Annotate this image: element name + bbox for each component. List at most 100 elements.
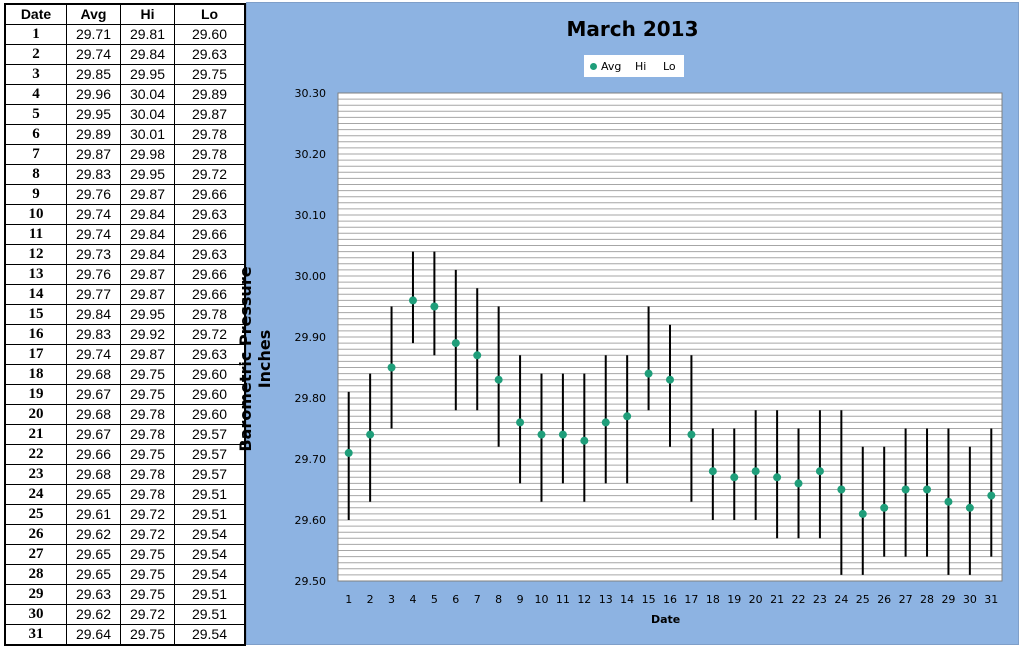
- cell-avg: 29.74: [66, 44, 121, 65]
- cell-date: 13: [4, 264, 67, 285]
- avg-point: [666, 375, 674, 384]
- cell-avg: 29.84: [66, 304, 121, 325]
- table-row: 3 29.85 29.95 29.75: [4, 64, 246, 85]
- table-row: 5 29.95 30.04 29.87: [4, 104, 246, 125]
- cell-avg: 29.68: [66, 364, 121, 385]
- avg-point: [516, 418, 525, 427]
- avg-point: [687, 430, 696, 439]
- table-row: 9 29.76 29.87 29.66: [4, 184, 246, 205]
- cell-avg: 29.65: [66, 564, 121, 585]
- cell-avg: 29.77: [66, 284, 121, 305]
- cell-avg: 29.85: [66, 64, 121, 85]
- cell-date: 7: [4, 144, 67, 165]
- avg-point: [923, 485, 932, 494]
- cell-hi: 29.75: [120, 544, 175, 565]
- cell-avg: 29.74: [66, 204, 121, 225]
- x-tick-label: 2: [367, 593, 374, 606]
- chart-plot: 29.50 29.60 29.70 29.80 29.90 30.00 30.10 30.20…: [295, 87, 1003, 606]
- cell-hi: 29.78: [120, 404, 175, 425]
- cell-lo: 29.66: [174, 264, 246, 285]
- x-tick-label: 8: [495, 593, 502, 606]
- y-tick-label: 29.80: [295, 392, 327, 405]
- cell-hi: 29.75: [120, 364, 175, 385]
- table-row: 1 29.71 29.81 29.60: [4, 24, 246, 45]
- x-tick-label: 28: [920, 593, 934, 606]
- x-tick-label: 4: [409, 593, 416, 606]
- cell-hi: 29.95: [120, 304, 175, 325]
- cell-date: 19: [4, 384, 67, 405]
- cell-avg: 29.95: [66, 104, 121, 125]
- cell-avg: 29.83: [66, 164, 121, 185]
- cell-hi: 29.72: [120, 524, 175, 545]
- table-row: 20 29.68 29.78 29.60: [4, 404, 246, 425]
- cell-lo: 29.57: [174, 464, 246, 485]
- avg-point: [537, 430, 546, 439]
- cell-avg: 29.62: [66, 524, 121, 545]
- y-tick-label: 30.30: [295, 87, 327, 100]
- avg-point: [858, 509, 867, 518]
- cell-avg: 29.67: [66, 384, 121, 405]
- cell-date: 8: [4, 164, 67, 185]
- plot-border: [337, 92, 1003, 582]
- y-tick-label: 29.90: [295, 331, 327, 344]
- cell-hi: 29.75: [120, 384, 175, 405]
- cell-lo: 29.63: [174, 44, 246, 65]
- cell-date: 26: [4, 524, 67, 545]
- avg-point: [451, 339, 460, 348]
- table-row: 19 29.67 29.75 29.60: [4, 384, 246, 405]
- cell-avg: 29.74: [66, 224, 121, 245]
- cell-hi: 29.75: [120, 444, 175, 465]
- cell-lo: 29.54: [174, 624, 246, 646]
- cell-avg: 29.83: [66, 324, 121, 345]
- y-tick-label: 30.00: [295, 270, 327, 283]
- avg-point: [558, 430, 567, 439]
- cell-lo: 29.78: [174, 304, 246, 325]
- cell-date: 25: [4, 504, 67, 525]
- x-tick-label: 11: [556, 593, 570, 606]
- cell-lo: 29.78: [174, 144, 246, 165]
- table-row: 12 29.73 29.84 29.63: [4, 244, 246, 265]
- cell-avg: 29.73: [66, 244, 121, 265]
- avg-point: [473, 351, 482, 360]
- x-tick-label: 26: [877, 593, 891, 606]
- x-tick-label: 12: [577, 593, 591, 606]
- cell-hi: 29.84: [120, 204, 175, 225]
- x-tick-label: 22: [792, 593, 806, 606]
- cell-hi: 29.87: [120, 284, 175, 305]
- y-tick-label: 30.20: [295, 148, 327, 161]
- cell-date: 28: [4, 564, 67, 585]
- cell-lo: 29.60: [174, 24, 246, 45]
- table-row: 29 29.63 29.75 29.51: [4, 584, 246, 605]
- x-tick-label: 3: [388, 593, 395, 606]
- cell-hi: 29.98: [120, 144, 175, 165]
- cell-date: 15: [4, 304, 67, 325]
- table-row: 15 29.84 29.95 29.78: [4, 304, 246, 325]
- cell-lo: 29.54: [174, 564, 246, 585]
- avg-point: [794, 479, 803, 488]
- cell-avg: 29.62: [66, 604, 121, 625]
- x-tick-label: 18: [706, 593, 720, 606]
- avg-point: [601, 418, 610, 427]
- cell-date: 1: [4, 24, 67, 45]
- table-row: 14 29.77 29.87 29.66: [4, 284, 246, 305]
- y-tick-label: 29.60: [295, 514, 327, 527]
- cell-avg: 29.74: [66, 344, 121, 365]
- cell-lo: 29.51: [174, 604, 246, 625]
- avg-point: [965, 503, 974, 512]
- cell-hi: 29.95: [120, 164, 175, 185]
- table-row: 27 29.65 29.75 29.54: [4, 544, 246, 565]
- cell-avg: 29.71: [66, 24, 121, 45]
- cell-date: 14: [4, 284, 67, 305]
- table-row: 11 29.74 29.84 29.66: [4, 224, 246, 245]
- legend-avg-marker-icon: [590, 63, 597, 70]
- avg-point: [623, 412, 632, 421]
- cell-date: 23: [4, 464, 67, 485]
- x-tick-label: 27: [899, 593, 913, 606]
- table-body: 1 29.71 29.81 29.60 2 29.74 29.84 29.63 3 29.85 29…: [4, 24, 246, 646]
- x-tick-label: 23: [813, 593, 827, 606]
- cell-hi: 30.01: [120, 124, 175, 145]
- cell-lo: 29.66: [174, 184, 246, 205]
- cell-hi: 29.81: [120, 24, 175, 45]
- avg-point: [644, 369, 653, 378]
- cell-avg: 29.61: [66, 504, 121, 525]
